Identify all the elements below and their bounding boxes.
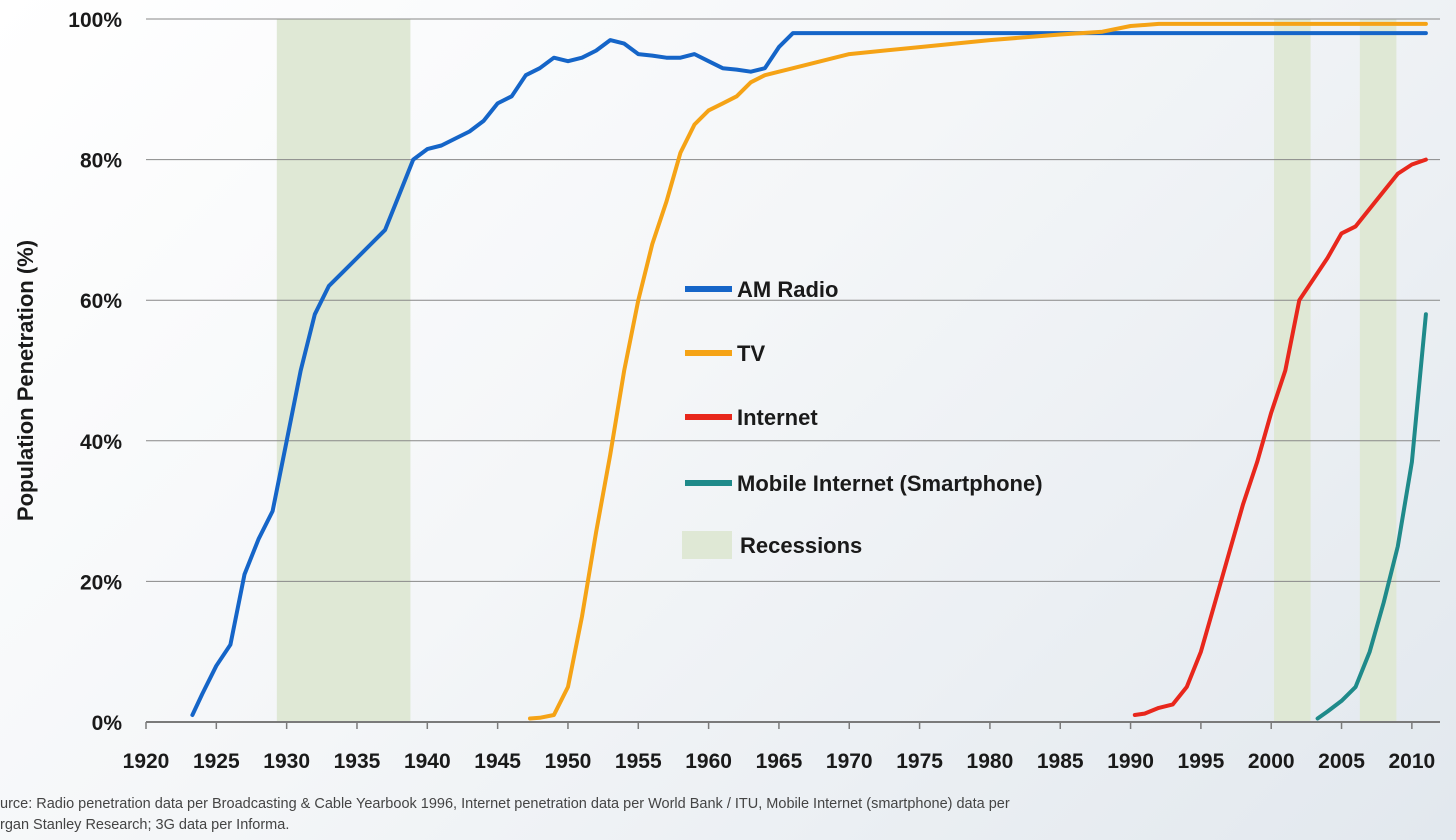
x-tick-label: 1945 (474, 750, 521, 773)
y-tick-label: 100% (68, 9, 122, 32)
legend: AM Radio TV Internet Mobile Internet (Smart… (682, 277, 1043, 559)
y-tick-label: 40% (80, 431, 122, 454)
source-note: urce: Radio penetration data per Broadca… (0, 794, 1456, 836)
series-line-tv (528, 21, 1428, 721)
axes: 0% 20% 40% 60% 80% 100% 1920 1925 1930 1935 1940 19… (13, 9, 1440, 773)
x-tick-label: 1975 (896, 750, 943, 773)
series-lines (190, 21, 1428, 721)
x-tick-label: 1970 (826, 750, 873, 773)
x-tick-label: 1980 (967, 750, 1014, 773)
source-line-2: rgan Stanley Research; 3G data per Infor… (0, 817, 290, 833)
recession-band-1 (276, 19, 411, 722)
source-line-1: urce: Radio penetration data per Broadca… (0, 796, 1010, 812)
x-tick-label: 1935 (334, 750, 381, 773)
x-tick-label: 1925 (193, 750, 240, 773)
y-tick-label: 0% (92, 712, 123, 735)
series-line-mobile-internet-smartphone (1315, 312, 1428, 721)
x-tick-label: 2010 (1389, 750, 1436, 773)
legend-label-recessions: Recessions (740, 533, 862, 558)
y-tick-label: 20% (80, 571, 122, 594)
recession-bands (276, 19, 1397, 722)
penetration-chart: 0% 20% 40% 60% 80% 100% 1920 1925 1930 1935 1940 19… (13, 9, 1440, 773)
x-tick-label: 1955 (615, 750, 662, 773)
x-tick-label: 1985 (1037, 750, 1084, 773)
x-tick-label: 1960 (685, 750, 732, 773)
x-tick-label: 1920 (123, 750, 170, 773)
grid-lines (146, 18, 1440, 582)
x-tick-label: 1930 (263, 750, 310, 773)
y-axis-title: Population Penetration (%) (13, 240, 38, 521)
series-line-am-radio (190, 31, 1428, 717)
legend-label-internet: Internet (737, 405, 818, 430)
legend-swatch-recessions (682, 531, 732, 559)
y-tick-label: 60% (80, 290, 122, 313)
x-tick-label: 1965 (756, 750, 803, 773)
series-line-internet (1132, 157, 1428, 717)
legend-label-tv: TV (737, 341, 765, 366)
x-tick-label: 2005 (1318, 750, 1365, 773)
x-tick-label: 1990 (1107, 750, 1154, 773)
x-tick-label: 2000 (1248, 750, 1295, 773)
x-tick-label: 1995 (1178, 750, 1225, 773)
recession-band-3 (1359, 19, 1397, 722)
legend-label-mobile-internet-smartphone: Mobile Internet (Smartphone) (737, 471, 1043, 496)
legend-label-am-radio: AM Radio (737, 277, 838, 302)
x-tick-label: 1940 (404, 750, 451, 773)
y-tick-label: 80% (80, 150, 122, 173)
x-tick-label: 1950 (545, 750, 592, 773)
recession-band-2 (1274, 19, 1311, 722)
